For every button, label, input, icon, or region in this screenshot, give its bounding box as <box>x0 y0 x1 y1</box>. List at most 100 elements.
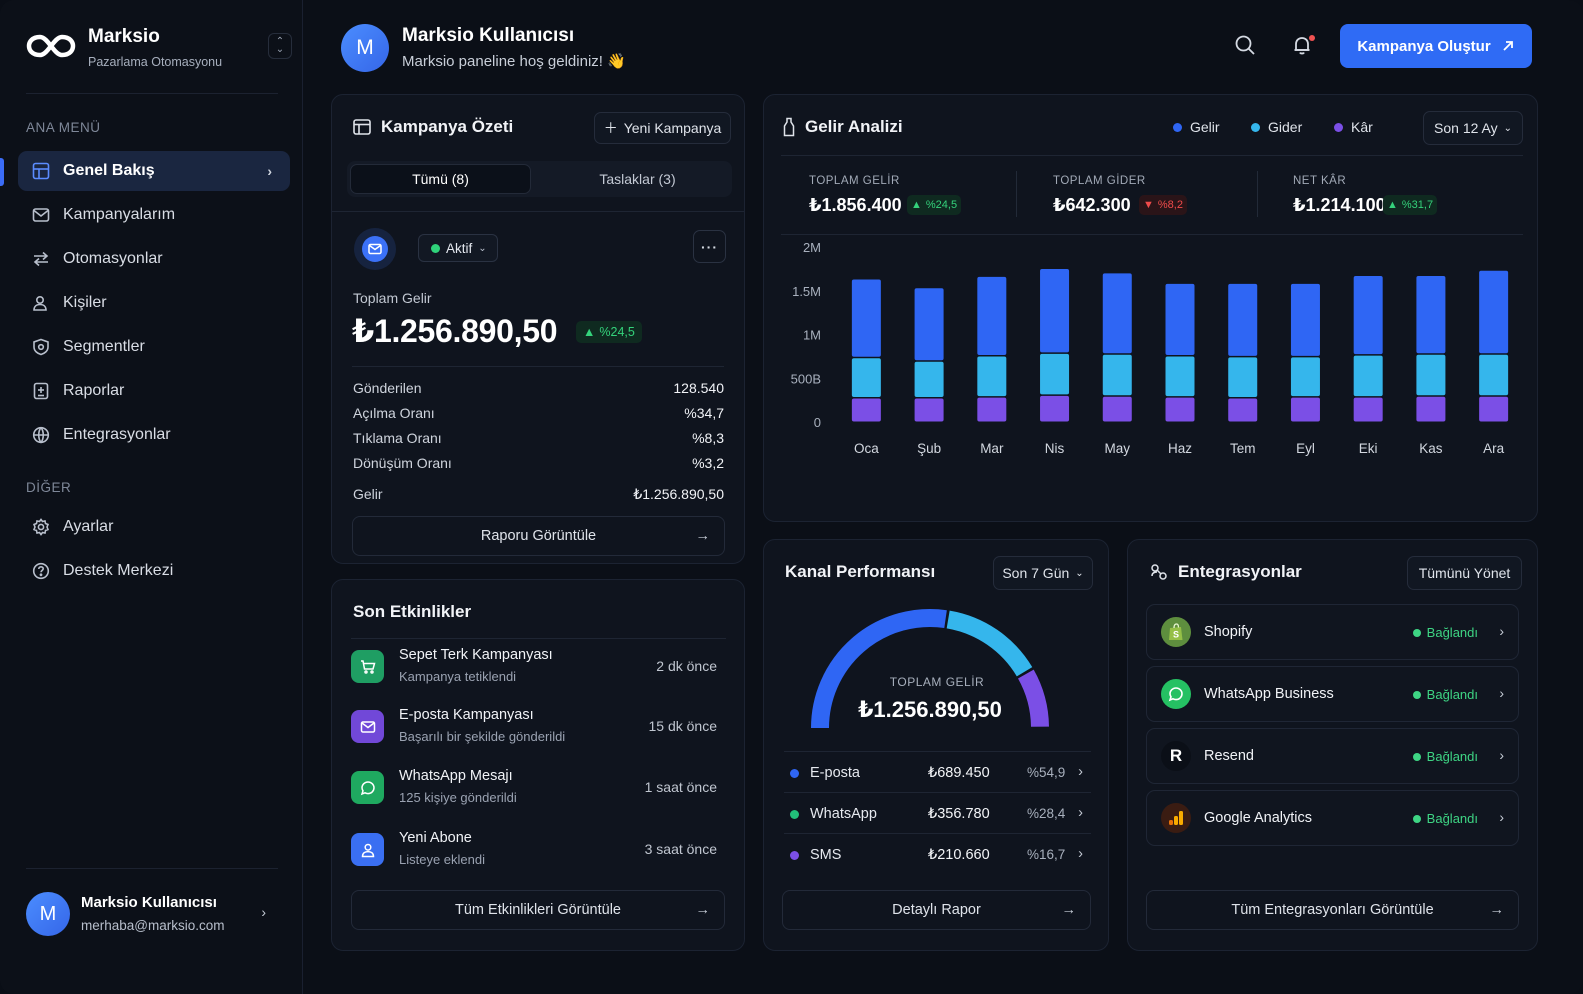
bar-kâr[interactable] <box>1416 396 1446 422</box>
sidebar-item-help[interactable]: Destek Merkezi <box>18 551 290 591</box>
shopify-icon: S <box>1161 617 1191 647</box>
activity-item[interactable]: Yeni Abone Listeye eklendi 3 saat önce <box>351 824 717 874</box>
stat-label: Gönderilen <box>353 380 422 396</box>
status-dot <box>431 243 440 253</box>
channel-row[interactable]: WhatsApp ₺356.780 %28,4 › <box>784 792 1091 832</box>
tab-all[interactable]: Tümü (8) <box>350 164 531 194</box>
bar-kâr[interactable] <box>1290 397 1320 422</box>
sidebar-item-integrations[interactable]: Entegrasyonlar <box>18 415 290 455</box>
channel-row[interactable]: E-posta ₺689.450 %54,9 › <box>784 751 1091 791</box>
activity-time: 2 dk önce <box>656 658 717 674</box>
bar-kâr[interactable] <box>1228 398 1258 422</box>
brand[interactable]: Marksio Pazarlama Otomasyonu ⌃ ⌄ <box>26 22 292 74</box>
integration-item-google-analytics[interactable]: Google Analytics Bağlandı › <box>1146 790 1519 846</box>
bar-gider[interactable] <box>1165 356 1195 397</box>
period-select[interactable]: Son 12 Ay ⌄ <box>1423 111 1523 145</box>
bar-gelir[interactable] <box>1416 276 1446 354</box>
kpi-value: ₺1.214.100 <box>1293 195 1386 215</box>
bar-kâr[interactable] <box>851 398 881 422</box>
bar-gider[interactable] <box>1479 354 1509 396</box>
view-all-integrations-button[interactable]: Tüm Entegrasyonları Görüntüle → <box>1146 890 1519 930</box>
channel-dot <box>790 851 799 860</box>
bar-gelir[interactable] <box>977 276 1007 355</box>
bar-gelir[interactable] <box>1228 283 1258 356</box>
status-dropdown[interactable]: Aktif ⌄ <box>418 234 498 262</box>
channel-name: WhatsApp <box>810 806 877 822</box>
activity-item[interactable]: Sepet Terk Kampanyası Kampanya tetiklend… <box>351 641 717 691</box>
bar-gider[interactable] <box>851 358 881 397</box>
activity-subtitle: Kampanya tetiklendi <box>399 669 517 684</box>
sidebar-item-label: Segmentler <box>63 338 145 355</box>
sidebar-item-automations[interactable]: Otomasyonlar <box>18 239 290 279</box>
arrow-right-icon: → <box>1489 902 1505 918</box>
sidebar-item-campaigns[interactable]: Kampanyalarım <box>18 195 290 235</box>
divider <box>1257 171 1258 217</box>
bar-gider[interactable] <box>1040 353 1070 395</box>
integrations-card: Entegrasyonlar Tümünü Yönet S Shopify Ba… <box>1127 539 1538 951</box>
legend-label: Kâr <box>1351 119 1373 135</box>
connection-status: Bağlandı <box>1412 749 1478 764</box>
bar-gelir[interactable] <box>914 288 944 361</box>
bar-kâr[interactable] <box>914 398 944 422</box>
bar-gelir[interactable] <box>1353 276 1383 355</box>
bar-gelir[interactable] <box>1040 269 1070 353</box>
bar-gelir[interactable] <box>1102 273 1132 354</box>
connection-status: Bağlandı <box>1412 811 1478 826</box>
bar-kâr[interactable] <box>1165 397 1195 422</box>
activity-item[interactable]: WhatsApp Mesajı 125 kişiye gönderildi 1 … <box>351 762 717 812</box>
bar-gider[interactable] <box>1353 355 1383 397</box>
sidebar-item-settings[interactable]: Ayarlar <box>18 507 290 547</box>
bar-gider[interactable] <box>1228 357 1258 397</box>
integration-item-resend[interactable]: R Resend Bağlandı › <box>1146 728 1519 784</box>
chevron-right-icon: › <box>267 163 272 179</box>
y-tick-label: 1M <box>803 328 821 343</box>
bar-gider[interactable] <box>1290 357 1320 397</box>
view-all-activities-button[interactable]: Tüm Etkinlikleri Görüntüle → <box>351 890 725 930</box>
bar-gider[interactable] <box>914 361 944 397</box>
bar-gelir[interactable] <box>851 279 881 357</box>
bar-gider[interactable] <box>977 356 1007 397</box>
bar-gelir[interactable] <box>1479 270 1509 354</box>
kpi-value: ₺1.856.400 <box>809 195 902 215</box>
bar-kâr[interactable] <box>1102 396 1132 422</box>
channel-row[interactable]: SMS ₺210.660 %16,7 › <box>784 833 1091 873</box>
channel-performance-card: Kanal Performansı Son 7 Gün ⌄ TOPLAM GELİ… <box>763 539 1109 951</box>
bar-gelir[interactable] <box>1290 283 1320 356</box>
workspace-switch-icon[interactable]: ⌃ ⌄ <box>268 33 292 59</box>
kpi-label: TOPLAM GİDER <box>1053 175 1146 187</box>
sidebar-item-label: Kampanyalarım <box>63 206 176 223</box>
sidebar-item-contacts[interactable]: Kişiler <box>18 283 290 323</box>
bar-gider[interactable] <box>1416 354 1446 396</box>
bar-kâr[interactable] <box>977 397 1007 422</box>
bar-kâr[interactable] <box>1353 397 1383 422</box>
view-report-button[interactable]: Raporu Görüntüle → <box>352 516 725 556</box>
more-options-button[interactable]: ··· <box>693 230 726 263</box>
new-campaign-button[interactable]: ＋ Yeni Kampanya <box>594 112 731 144</box>
create-campaign-button[interactable]: Kampanya Oluştur <box>1340 24 1532 68</box>
bar-kâr[interactable] <box>1479 396 1509 422</box>
channel-period-select[interactable]: Son 7 Gün ⌄ <box>993 556 1093 590</box>
sidebar-item-segments[interactable]: Segmentler <box>18 327 290 367</box>
bar-kâr[interactable] <box>1040 395 1070 422</box>
sidebar-item-overview[interactable]: Genel Bakış › <box>18 151 290 191</box>
stat-row: Dönüşüm Oranı %3,2 <box>353 455 724 471</box>
sidebar-item-reports[interactable]: Raporlar <box>18 371 290 411</box>
gauge-label: TOPLAM GELİR <box>889 675 985 689</box>
chevron-right-icon: › <box>1499 623 1504 639</box>
total-revenue-label: Toplam Gelir <box>353 290 432 306</box>
user-profile-card[interactable]: M Marksio Kullanıcısı merhaba@marksio.co… <box>26 890 278 940</box>
search-icon[interactable] <box>1234 34 1258 58</box>
bell-icon[interactable] <box>1291 34 1315 58</box>
bar-gider[interactable] <box>1102 354 1132 396</box>
manage-all-button[interactable]: Tümünü Yönet <box>1407 556 1522 590</box>
y-tick-label: 0 <box>814 415 821 430</box>
integration-item-shopify[interactable]: S Shopify Bağlandı › <box>1146 604 1519 660</box>
card-title-text: Kampanya Özeti <box>381 117 514 136</box>
detailed-report-button[interactable]: Detaylı Rapor → <box>782 890 1091 930</box>
integration-item-whatsapp[interactable]: WhatsApp Business Bağlandı › <box>1146 666 1519 722</box>
bar-gelir[interactable] <box>1165 283 1195 355</box>
tab-drafts[interactable]: Taslaklar (3) <box>599 171 676 187</box>
channel-name: SMS <box>810 847 842 863</box>
activity-item[interactable]: E-posta Kampanyası Başarılı bir şekilde … <box>351 701 717 751</box>
x-tick-label: Tem <box>1230 441 1256 456</box>
